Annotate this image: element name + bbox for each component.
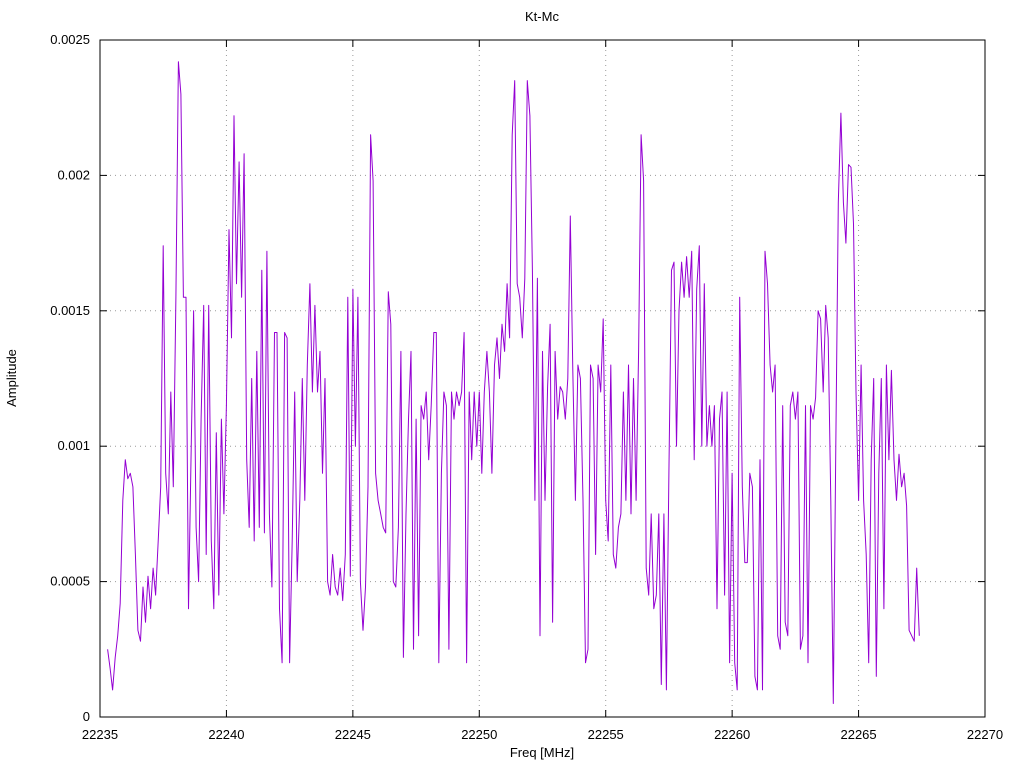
x-tick-label: 22240 [208,727,244,742]
data-line [107,61,920,704]
plot-border [99,39,986,718]
y-tick-label: 0.0005 [50,574,90,589]
tick-labels: 22235 22240 22245 22250 22255 22260 22265 22270… [50,32,1003,742]
x-tick-label: 22260 [714,727,750,742]
y-tick-label: 0.001 [57,438,90,453]
y-tick-label: 0.0025 [50,32,90,47]
tick-marks [99,39,986,718]
x-tick-label: 22270 [967,727,1003,742]
y-axis-label: Amplitude [4,349,19,407]
x-tick-label: 22255 [588,727,624,742]
x-axis-label: Freq [MHz] [510,745,574,760]
x-tick-label: 22235 [82,727,118,742]
data-series [107,61,920,704]
x-tick-label: 22250 [461,727,497,742]
x-tick-label: 22245 [335,727,371,742]
y-tick-label: 0.0015 [50,303,90,318]
x-tick-label: 22265 [840,727,876,742]
y-tick-label: 0.002 [57,167,90,182]
chart-title: Kt-Mc [525,9,559,24]
y-tick-label: 0 [83,709,90,724]
